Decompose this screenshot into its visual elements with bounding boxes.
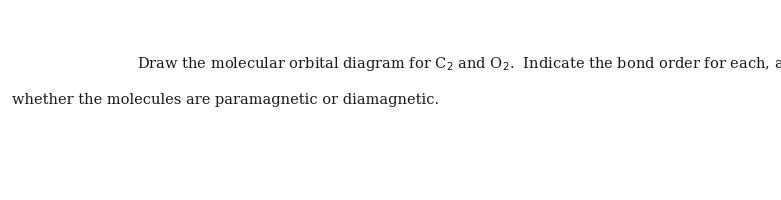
- Text: whether the molecules are paramagnetic or diamagnetic.: whether the molecules are paramagnetic o…: [12, 93, 439, 107]
- Text: Draw the molecular orbital diagram for C$_2$ and O$_2$.  Indicate the bond order: Draw the molecular orbital diagram for C…: [137, 55, 781, 73]
